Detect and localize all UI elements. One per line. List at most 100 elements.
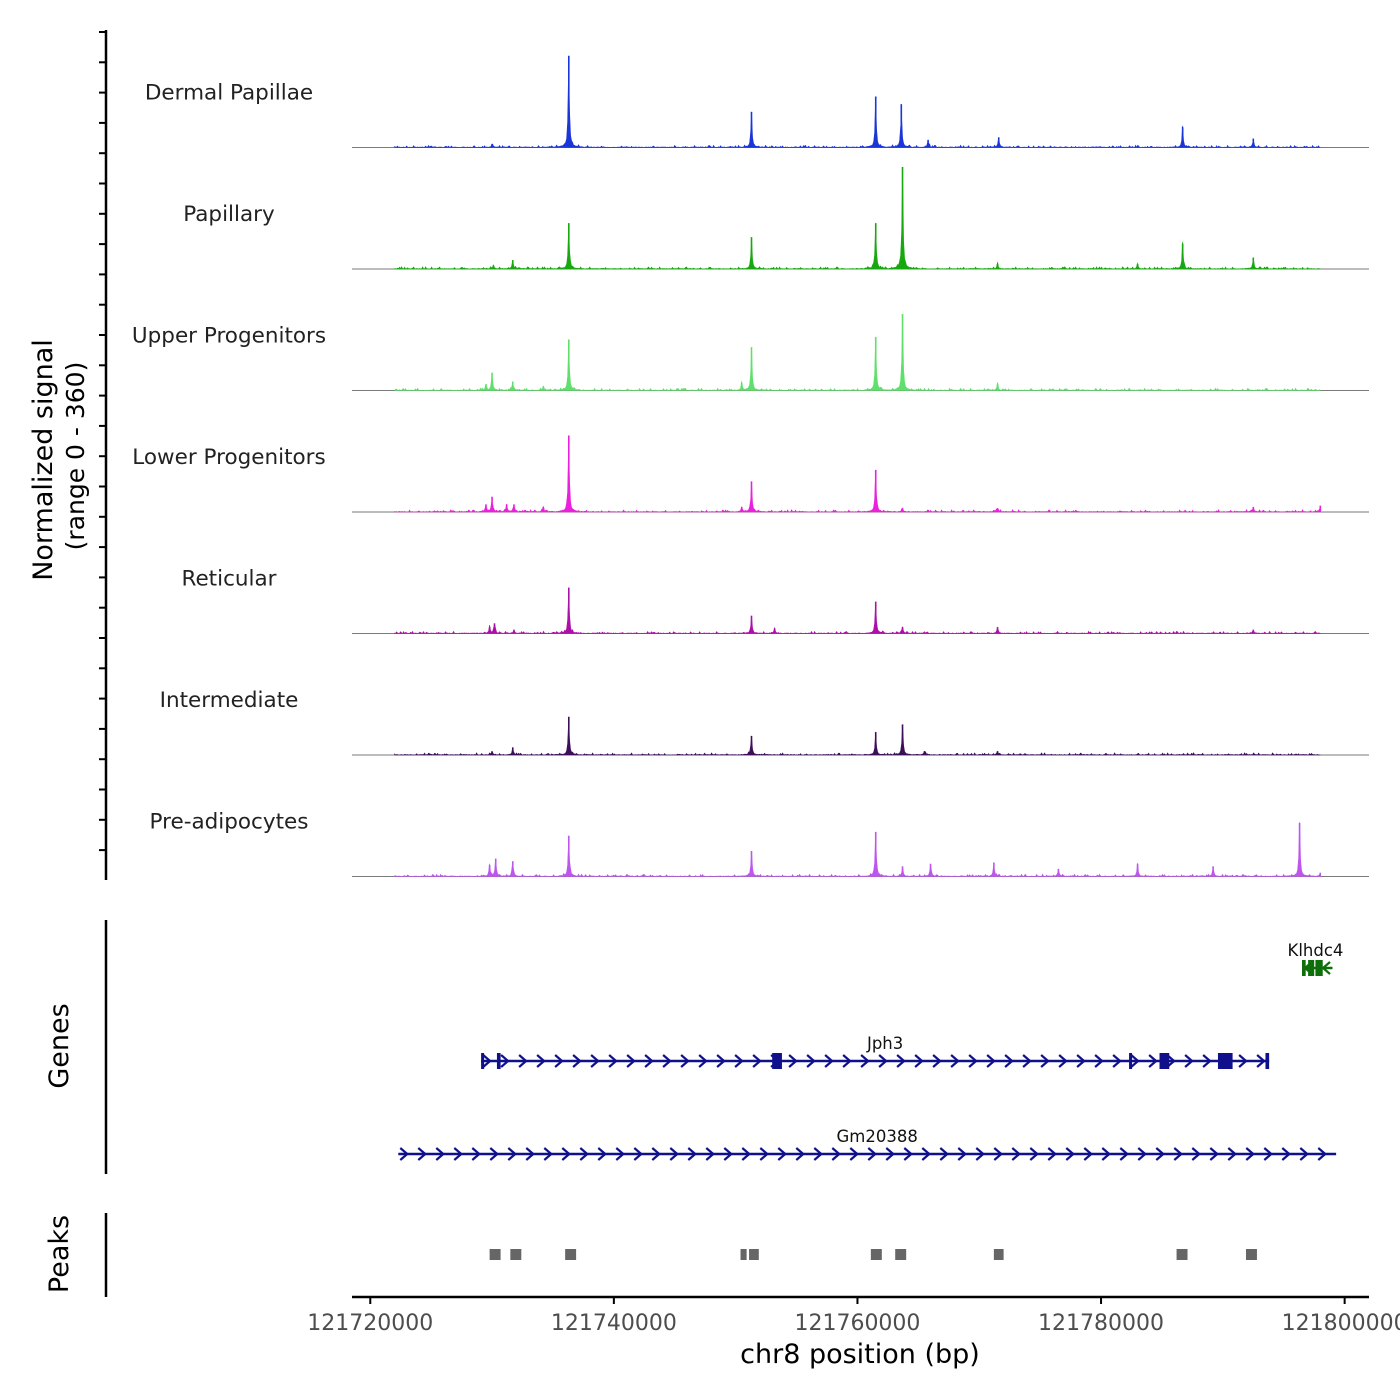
x-axis-ticks: 121720000 121740000 121760000 121780000 1218… [307,1297,1400,1336]
x-tick-label: 121720000 [307,1311,433,1336]
strand-arrow [932,1054,942,1068]
strand-arrow [1094,1054,1104,1068]
strand-arrow [399,1147,409,1161]
strand-arrow [1022,1054,1032,1068]
strand-arrow [1004,1054,1014,1068]
strand-arrow [1083,1147,1093,1161]
peak-region [993,1249,1004,1260]
strand-arrow [644,1054,654,1068]
coverage-area [394,721,1321,756]
gene-jph3: Jph3 [481,1034,1270,1069]
signal-tracks: Dermal Papillae Papillary Upper Progenitor… [132,55,1369,877]
y-axis-label-line1: Normalized signal [28,339,59,581]
strand-arrow [950,1054,960,1068]
strand-arrow [489,1147,499,1161]
strand-arrow [1155,1147,1165,1161]
track-pre-adipocytes: Pre-adipocytes [150,810,1369,877]
gene-exon [1159,1053,1170,1069]
gene-exon [496,1053,501,1069]
strand-arrow [878,1054,888,1068]
strand-arrow [1321,961,1331,975]
strand-arrow [1148,1054,1158,1068]
strand-arrow [813,1147,823,1161]
strand-arrow [608,1054,618,1068]
strand-arrow [1263,1147,1273,1161]
strand-arrow [1112,1054,1122,1068]
signal-y-ticks [99,31,106,852]
track-papillary: Papillary [183,167,1369,270]
strand-arrow [885,1147,895,1161]
peak-region [870,1249,882,1260]
strand-arrow [453,1147,463,1161]
strand-arrow [1299,1147,1309,1161]
strand-arrow [705,1147,715,1161]
x-tick-label: 121760000 [794,1311,920,1336]
strand-arrow [993,1147,1003,1161]
gene-klhdc4: Klhdc4 [1288,941,1344,976]
genes-axis-label: Genes [44,1003,75,1088]
strand-arrow [986,1054,996,1068]
gene-label: Klhdc4 [1288,941,1344,960]
strand-arrow [698,1054,708,1068]
y-axis-label-line2: (range 0 - 360) [61,362,90,551]
strand-arrow [914,1054,924,1068]
strand-arrow [507,1147,517,1161]
strand-arrow [860,1054,870,1068]
strand-arrow [1040,1054,1050,1068]
strand-arrow [788,1054,798,1068]
track-label: Pre-adipocytes [150,810,309,835]
strand-arrow [669,1147,679,1161]
strand-arrow [734,1054,744,1068]
strand-arrow [1245,1147,1255,1161]
gene-exon [1302,960,1306,976]
strand-arrow [867,1147,877,1161]
strand-arrow [1137,1147,1147,1161]
gene-annotation-panel: Klhdc4 Jph3 Gm20388 [398,941,1344,1161]
strand-arrow [1101,1147,1111,1161]
coverage-area [394,318,1322,392]
coverage-area [394,67,1321,149]
peak-region [895,1249,907,1260]
strand-arrow [831,1147,841,1161]
strand-arrow [806,1054,816,1068]
strand-arrow [1058,1054,1068,1068]
peak-region [749,1249,759,1260]
strand-arrow [590,1054,600,1068]
strand-arrow [626,1054,636,1068]
coverage-area [394,822,1321,877]
peaks-axis-label: Peaks [44,1215,75,1293]
strand-arrow [939,1147,949,1161]
strand-arrow [903,1147,913,1161]
x-tick-label: 121800000 [1282,1311,1400,1336]
strand-arrow [435,1147,445,1161]
track-label: Lower Progenitors [132,445,325,470]
strand-arrow [1029,1147,1039,1161]
track-label: Dermal Papillae [145,81,313,106]
strand-arrow [554,1054,564,1068]
track-dermal-papillae: Dermal Papillae [145,55,1369,149]
strand-arrow [1281,1147,1291,1161]
strand-arrow [1202,1054,1212,1068]
strand-arrow [723,1147,733,1161]
strand-arrow [1209,1147,1219,1161]
track-label: Reticular [181,567,276,592]
track-intermediate: Intermediate [160,688,1369,756]
x-tick-label: 121740000 [551,1311,677,1336]
strand-arrow [597,1147,607,1161]
strand-arrow [500,1054,510,1068]
gene-label: Jph3 [866,1034,903,1053]
strand-arrow [1238,1054,1248,1068]
strand-arrow [1191,1147,1201,1161]
peak-regions-panel [489,1249,1257,1260]
track-label: Papillary [183,202,275,227]
peak-region [1245,1249,1257,1260]
strand-arrow [417,1147,427,1161]
strand-arrow [561,1147,571,1161]
strand-arrow [759,1147,769,1161]
coverage-area [394,593,1322,635]
strand-arrow [795,1147,805,1161]
gene-exon [1308,960,1315,976]
coverage-area [394,172,1321,270]
gene-exon [1315,960,1323,976]
strand-arrow [777,1147,787,1161]
